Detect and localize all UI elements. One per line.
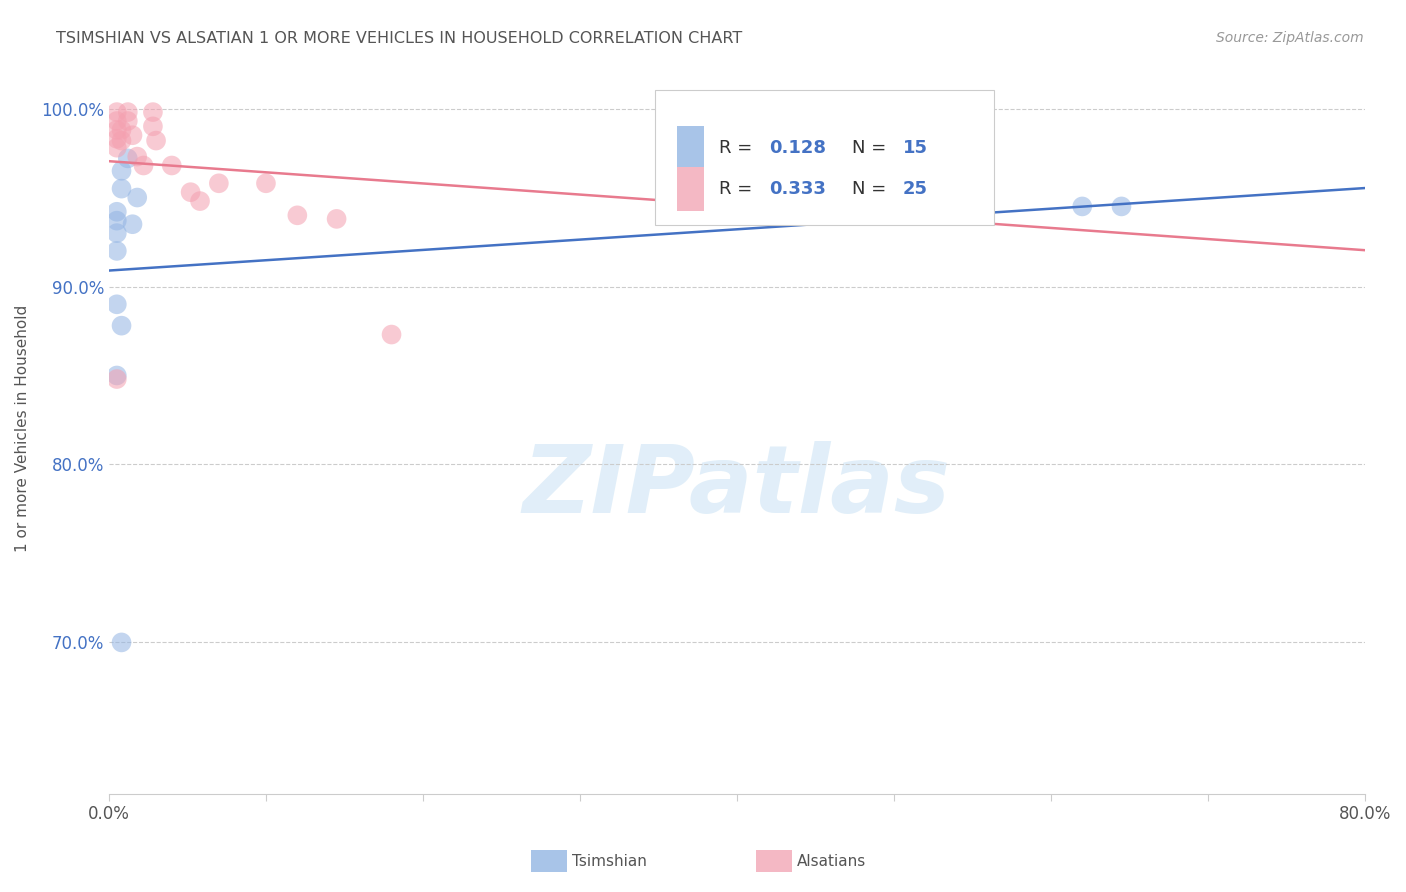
Point: [105, 244, 128, 258]
Text: R =: R =: [720, 180, 758, 198]
FancyBboxPatch shape: [655, 89, 994, 225]
Point: [142, 105, 165, 120]
Point: [110, 134, 132, 148]
Text: R =: R =: [720, 139, 758, 157]
Text: Alsatians: Alsatians: [797, 855, 866, 869]
Point: [160, 159, 183, 173]
Point: [105, 141, 128, 155]
Point: [110, 164, 132, 178]
Point: [110, 123, 132, 137]
Point: [254, 176, 277, 190]
Point: [105, 213, 128, 227]
Point: [105, 132, 128, 146]
Text: 15: 15: [903, 139, 928, 157]
Text: ZIPatlas: ZIPatlas: [523, 442, 950, 533]
Point: [127, 150, 149, 164]
Point: [121, 217, 143, 231]
Point: [142, 120, 165, 134]
Text: 0.128: 0.128: [769, 139, 827, 157]
Point: [208, 176, 231, 190]
Point: [117, 152, 139, 166]
Point: [110, 635, 132, 649]
Point: [110, 181, 132, 195]
Text: N =: N =: [852, 139, 893, 157]
Point: [105, 226, 128, 240]
Text: N =: N =: [852, 180, 893, 198]
Text: 25: 25: [903, 180, 928, 198]
FancyBboxPatch shape: [676, 127, 704, 170]
Point: [110, 318, 132, 333]
Point: [1071, 199, 1094, 213]
Point: [285, 208, 308, 222]
Point: [813, 120, 835, 134]
Point: [180, 185, 202, 199]
Point: [105, 105, 128, 120]
Point: [132, 159, 155, 173]
Point: [105, 114, 128, 128]
Point: [105, 297, 128, 311]
Point: [380, 327, 402, 342]
Point: [105, 204, 128, 219]
Point: [105, 123, 128, 137]
Point: [105, 372, 128, 386]
Text: Tsimshian: Tsimshian: [572, 855, 647, 869]
FancyBboxPatch shape: [676, 167, 704, 211]
Point: [105, 368, 128, 383]
Point: [117, 105, 139, 120]
Text: 0.333: 0.333: [769, 180, 827, 198]
Point: [325, 211, 347, 226]
Text: TSIMSHIAN VS ALSATIAN 1 OR MORE VEHICLES IN HOUSEHOLD CORRELATION CHART: TSIMSHIAN VS ALSATIAN 1 OR MORE VEHICLES…: [56, 31, 742, 46]
Point: [188, 194, 211, 208]
Point: [1111, 199, 1133, 213]
Point: [145, 134, 167, 148]
Point: [121, 128, 143, 143]
Y-axis label: 1 or more Vehicles in Household: 1 or more Vehicles in Household: [15, 305, 30, 552]
Point: [127, 190, 149, 204]
Point: [117, 114, 139, 128]
Text: Source: ZipAtlas.com: Source: ZipAtlas.com: [1216, 31, 1364, 45]
